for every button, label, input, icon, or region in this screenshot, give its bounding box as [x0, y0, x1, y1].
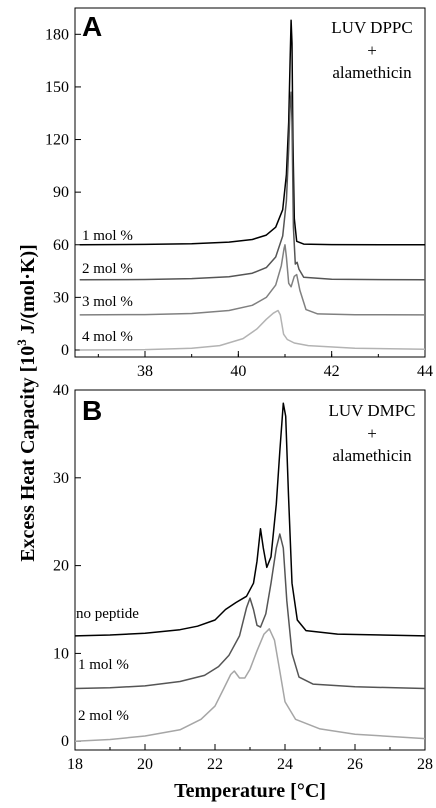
panel-a-annotation-line3: alamethicin	[332, 63, 412, 82]
panel-b-series-line	[74, 402, 426, 637]
panel-a-series-label: 3 mol %	[82, 294, 133, 310]
panel-b-ytick-label: 0	[61, 733, 69, 750]
panel-b-series-label: 1 mol %	[78, 657, 129, 673]
panel-b-annotation-line2: +	[367, 424, 377, 443]
panel-a-xtick-label: 44	[417, 363, 433, 380]
panel-a-series-label: 4 mol %	[82, 329, 133, 345]
panel-b: 18 20 22 24 26 28 0 10 20 30 40 no peptide 1 mol % 2…	[53, 382, 433, 773]
panel-b-xtick-label: 24	[277, 756, 293, 773]
panel-b-xtick-label: 22	[207, 756, 223, 773]
panel-b-ytick-label: 10	[53, 645, 69, 662]
panel-a-ytick-label: 180	[45, 26, 69, 43]
panel-a-letter: A	[82, 11, 102, 42]
panel-a-frame	[74, 7, 426, 358]
panel-b-series-label: 2 mol %	[78, 708, 129, 724]
panel-b-annotation-line1: LUV DMPC	[328, 401, 415, 420]
panel-b-annotation-line3: alamethicin	[332, 446, 412, 465]
panel-a-series-label: 1 mol %	[82, 228, 133, 244]
panel-a-xtick-label: 42	[324, 363, 340, 380]
panel-a-ytick-label: 90	[53, 184, 69, 201]
panel-b-series-label: no peptide	[76, 606, 139, 622]
panel-b-ytick-label: 30	[53, 470, 69, 487]
panel-a-series-line	[79, 244, 426, 316]
panel-b-series-line	[74, 533, 426, 690]
y-axis-title: Excess Heat Capacity [103 J/(mol·K)]	[14, 244, 39, 562]
panel-b-letter: B	[82, 395, 102, 426]
panel-a-ytick-label: 150	[45, 79, 69, 96]
panel-a-ytick-label: 0	[61, 342, 69, 359]
panel-a-ytick-label: 120	[45, 132, 69, 149]
panel-a-annotation-line2: +	[367, 41, 377, 60]
panel-b-series-line	[74, 628, 426, 742]
panel-a-annotation-line1: LUV DPPC	[331, 18, 412, 37]
panel-b-xtick-label: 20	[137, 756, 153, 773]
panel-b-curves	[74, 402, 426, 742]
panel-b-ytick-label: 40	[53, 382, 69, 399]
panel-a-xtick-label: 38	[137, 363, 153, 380]
panel-a-ytick-label: 60	[53, 237, 69, 254]
panel-a-xtick-label: 40	[230, 363, 246, 380]
panel-a-series-labels: 1 mol % 2 mol % 3 mol % 4 mol %	[82, 228, 133, 345]
panel-b-ytick-label: 20	[53, 558, 69, 575]
panel-b-xtick-label: 26	[347, 756, 363, 773]
panel-b-xtick-label: 28	[417, 756, 433, 773]
panel-a-series-line	[79, 19, 426, 246]
panel-b-series-labels: no peptide 1 mol % 2 mol %	[76, 606, 139, 724]
x-axis-title: Temperature [°C]	[174, 780, 326, 802]
panel-a-ytick-label: 30	[53, 289, 69, 306]
panel-b-xtick-label: 18	[67, 756, 83, 773]
panel-a-series-label: 2 mol %	[82, 261, 133, 277]
panel-a-series-line	[79, 91, 426, 281]
panel-a-series-line	[79, 309, 426, 351]
panel-a-curves	[79, 19, 426, 351]
panel-b-frame	[74, 389, 426, 751]
y-axis-title-superscript: 3	[14, 339, 29, 346]
panel-a-ticks: 38 40 42 44 0 30 60 90 120 150 180	[45, 26, 433, 380]
panel-b-ticks: 18 20 22 24 26 28 0 10 20 30 40	[53, 382, 433, 773]
